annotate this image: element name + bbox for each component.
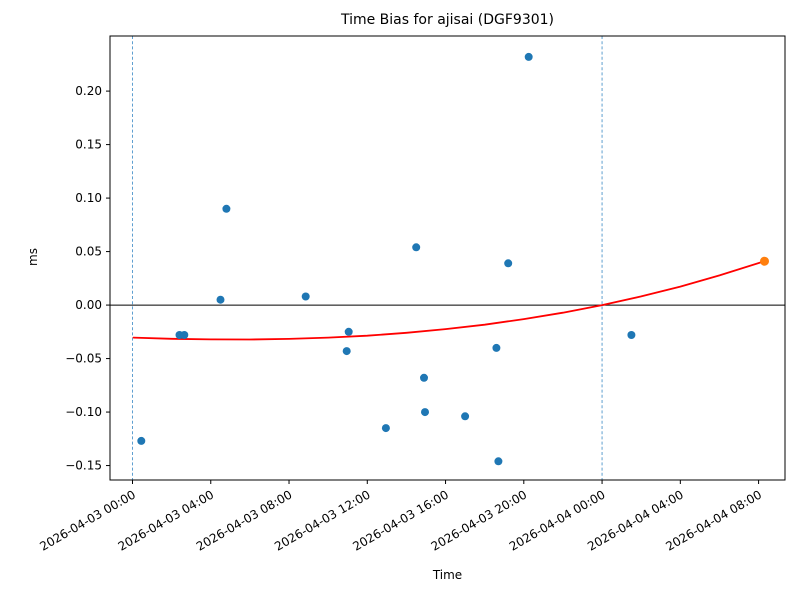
y-tick-label: 0.10 <box>75 191 102 205</box>
observed-bias-point <box>627 331 636 339</box>
observed-bias-point <box>420 373 428 382</box>
observed-bias-point <box>344 327 353 336</box>
observed-bias-point <box>421 408 429 417</box>
observed-bias-point <box>301 292 310 301</box>
y-tick-label: 0.05 <box>75 245 102 259</box>
observed-bias-point <box>504 259 513 268</box>
fit-curve <box>132 260 766 341</box>
x-axis-label: Time <box>432 568 463 582</box>
y-tick-label: −0.15 <box>65 459 102 473</box>
predicted-bias-point <box>760 256 769 266</box>
observed-bias-point <box>137 436 146 445</box>
observed-bias-point <box>494 457 503 466</box>
y-tick-label: −0.10 <box>65 405 102 419</box>
chart-title: Time Bias for ajisai (DGF9301) <box>340 12 555 28</box>
axes-spines <box>109 35 786 481</box>
y-tick-label: 0.20 <box>75 84 102 98</box>
observed-bias-point <box>180 331 189 339</box>
observed-bias-point <box>222 204 231 213</box>
y-tick-label: −0.05 <box>65 352 102 366</box>
y-tick-label: 0.00 <box>75 298 102 312</box>
observed-bias-point <box>412 243 421 252</box>
observed-bias-point <box>216 295 225 304</box>
y-tick-label: 0.15 <box>75 138 102 152</box>
observed-bias-point <box>461 412 470 421</box>
observed-bias-point <box>342 347 351 356</box>
y-axis-label: ms <box>25 248 40 266</box>
observed-bias-point <box>524 52 533 61</box>
observed-bias-point <box>381 424 390 433</box>
observed-bias-point <box>492 343 501 352</box>
